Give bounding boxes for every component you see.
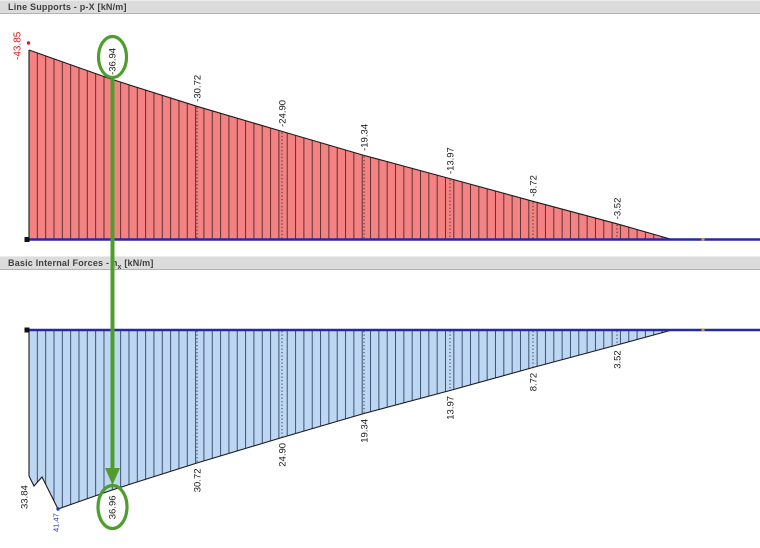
force-value-label: 24.90 (278, 443, 289, 467)
highlight-ellipse (96, 483, 129, 531)
load-value-label: -36.94 (108, 48, 119, 75)
force-value-label: 19.34 (360, 419, 371, 443)
node-dot (701, 328, 705, 332)
highlight-ellipse (96, 34, 129, 80)
line-supports-boundary-line (28, 49, 673, 241)
baseline-end-square (24, 237, 30, 242)
load-value-label: -19.34 (360, 124, 371, 151)
internal-forces-boundary-line (28, 329, 673, 510)
panel-header-units-label: [kN/m] (121, 258, 154, 268)
internal-forces-area (29, 330, 672, 509)
highlight-arrowhead (105, 468, 120, 485)
load-value-label: -30.72 (193, 75, 204, 102)
panel-header-line-supports: Line Supports - p-X [kN/m] (0, 0, 760, 14)
baseline-end-square (24, 327, 30, 333)
line-supports-area (29, 50, 672, 240)
node-dot (701, 237, 705, 242)
extreme-point-dot (26, 41, 31, 45)
force-value-label: 8.72 (529, 373, 540, 392)
panel-header-internal-forces: Basic Internal Forces - nx [kN/m] (0, 256, 760, 271)
load-value-label: -24.90 (278, 100, 289, 127)
load-value-label: -8.72 (529, 175, 540, 197)
force-value-label: 30.72 (193, 468, 204, 492)
force-value-label: 3.52 (613, 350, 624, 369)
peak-value-label: -43.85 (13, 31, 24, 60)
force-value-label: 36.96 (108, 495, 119, 519)
panel-header-internal-forces-label: Basic Internal Forces - n (8, 258, 118, 268)
peak-value-label: 41.47 (52, 513, 61, 532)
panel-header-line-supports-label: Line Supports - p-X [kN/m] (8, 2, 127, 12)
peak-value-label: 33.84 (20, 485, 31, 509)
load-value-label: -3.52 (613, 198, 624, 220)
extreme-point-dot (56, 507, 60, 511)
force-value-label: 13.97 (446, 396, 457, 420)
load-value-label: -13.97 (446, 147, 457, 174)
panel-header-subscript: x (117, 263, 122, 271)
